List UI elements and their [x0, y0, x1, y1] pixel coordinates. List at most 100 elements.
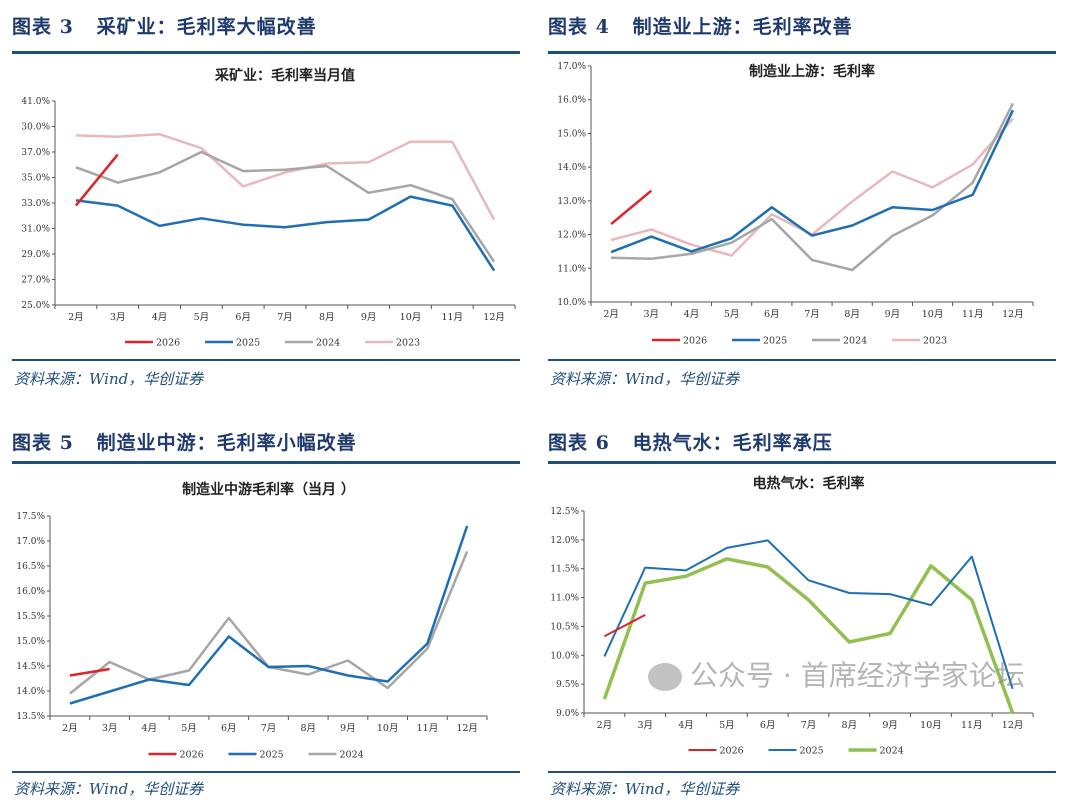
divider: [548, 51, 1056, 54]
y-tick-label: 33.0%: [21, 199, 50, 209]
legend-label: 2025: [800, 746, 824, 757]
x-tick-label: 3月: [643, 309, 659, 320]
chart-title: 电热气水：毛利率: [753, 475, 865, 492]
y-tick-label: 15.5%: [16, 612, 45, 622]
series-line-2025: [603, 539, 1014, 690]
y-tick-label: 13.0%: [557, 197, 586, 207]
series-line-2026: [69, 667, 110, 677]
y-tick-label: 11.0%: [550, 594, 579, 604]
y-tick-label: 11.5%: [550, 565, 579, 575]
y-tick-label: 10.0%: [557, 298, 586, 308]
upstream-gross-margin-chart: 制造业上游：毛利率 10.0% 11.0% 12.0% 13.0% 14.0% 15.0% 1…: [557, 62, 1034, 347]
legend-label: 2023: [923, 336, 947, 347]
x-tick-label: 10月: [377, 723, 399, 734]
series-line-2026: [603, 614, 646, 638]
figure-6-panel: 图表 6 电热气水：毛利率承压 电热气水：毛利率 9.0% 9.5% 10.0% 10.…: [548, 0, 1056, 811]
figure-heading: 图表 6 电热气水：毛利率承压: [548, 432, 833, 454]
legend-label: 2023: [396, 338, 420, 349]
divider: [12, 771, 520, 773]
wechat-icon: [648, 663, 682, 691]
series-line-2024: [75, 150, 496, 263]
y-tick-label: 9.0%: [556, 709, 579, 719]
series-line-2025: [75, 195, 496, 272]
y-tick-label: 35.0%: [21, 174, 50, 184]
y-tick-label: 16.5%: [16, 562, 45, 572]
x-tick-label: 6月: [221, 723, 237, 734]
x-tick-label: 12月: [456, 723, 478, 734]
y-tick-label: 9.5%: [556, 680, 579, 690]
legend-label: 2024: [316, 338, 340, 349]
y-tick-label: 41.0%: [21, 97, 50, 107]
x-tick-label: 4月: [152, 312, 168, 323]
divider: [12, 461, 520, 464]
y-tick-label: 14.0%: [16, 687, 45, 697]
source-note: 资料来源：Wind，华创证券: [14, 780, 204, 798]
x-tick-label: 10月: [922, 309, 944, 320]
x-tick-label: 2月: [62, 723, 78, 734]
figure-4-panel: 图表 4 制造业上游：毛利率改善 制造业上游：毛利率 10.0% 11.0% 12.0…: [548, 0, 1056, 400]
x-tick-label: 6月: [760, 720, 776, 731]
x-tick-label: 9月: [361, 312, 377, 323]
x-tick-label: 8月: [842, 720, 858, 731]
legend-label: 2025: [260, 750, 284, 761]
y-tick-label: 25.0%: [21, 301, 50, 311]
y-tick-label: 16.0%: [557, 96, 586, 106]
figure-5-panel: 图表 5 制造业中游：毛利率小幅改善 制造业中游毛利率（当月 ） 13.5% 14.…: [12, 0, 520, 811]
x-tick-label: 8月: [844, 309, 860, 320]
y-tick-label: 12.0%: [550, 536, 579, 546]
divider: [12, 359, 520, 361]
figure-heading: 图表 3 采矿业：毛利率大幅改善: [12, 16, 317, 38]
legend-label: 2025: [236, 338, 260, 349]
x-tick-label: 9月: [885, 309, 901, 320]
divider: [548, 771, 1056, 773]
x-tick-label: 12月: [1002, 309, 1024, 320]
x-tick-label: 5月: [724, 309, 740, 320]
x-tick-label: 11月: [961, 720, 983, 731]
chart-title: 制造业上游：毛利率: [749, 63, 875, 80]
divider: [12, 51, 520, 54]
series-line-2023: [75, 132, 496, 221]
chart-title: 制造业中游毛利率（当月 ）: [182, 481, 355, 498]
x-tick-label: 6月: [764, 309, 780, 320]
x-tick-label: 5月: [194, 312, 210, 323]
x-tick-label: 9月: [882, 720, 898, 731]
x-tick-label: 3月: [110, 312, 126, 323]
x-tick-label: 2月: [603, 309, 619, 320]
y-tick-label: 17.0%: [557, 62, 586, 72]
source-note: 资料来源：Wind，华创证券: [550, 370, 740, 388]
chart-title: 采矿业：毛利率当月值: [214, 67, 355, 84]
x-tick-label: 5月: [181, 723, 197, 734]
y-tick-label: 29.0%: [21, 250, 50, 260]
y-tick-label: 13.5%: [16, 712, 45, 722]
watermark-text: 公众号 · 首席经济学家论坛: [690, 659, 1025, 692]
y-tick-label: 30.0%: [21, 123, 50, 133]
legend-label: 2024: [843, 336, 867, 347]
mining-gross-margin-chart: 采矿业：毛利率当月值 25.0% 27.0% 29.0% 31.0% 33.0% 35.0%…: [21, 67, 516, 349]
y-tick-label: 15.0%: [557, 129, 586, 139]
legend-label: 2024: [340, 750, 364, 761]
y-tick-label: 17.5%: [16, 512, 45, 522]
y-tick-label: 10.0%: [550, 651, 579, 661]
x-tick-label: 7月: [261, 723, 277, 734]
y-tick-label: 31.0%: [21, 225, 50, 235]
x-tick-label: 8月: [319, 312, 335, 323]
x-tick-label: 4月: [142, 723, 158, 734]
y-tick-label: 10.5%: [550, 622, 579, 632]
legend-label: 2026: [156, 338, 180, 349]
x-tick-label: 3月: [102, 723, 118, 734]
x-tick-label: 12月: [1002, 720, 1024, 731]
figure-heading: 图表 4 制造业上游：毛利率改善: [548, 16, 853, 38]
x-tick-label: 10月: [400, 312, 422, 323]
divider: [548, 461, 1056, 464]
x-tick-label: 6月: [235, 312, 251, 323]
series-line-2026: [610, 189, 653, 226]
x-tick-label: 7月: [804, 309, 820, 320]
y-tick-label: 37.0%: [21, 148, 50, 158]
x-tick-label: 11月: [962, 309, 984, 320]
series-line-2024: [69, 551, 469, 695]
x-tick-label: 4月: [684, 309, 700, 320]
x-tick-label: 2月: [68, 312, 84, 323]
x-tick-label: 8月: [300, 723, 316, 734]
y-tick-label: 12.5%: [550, 507, 579, 517]
